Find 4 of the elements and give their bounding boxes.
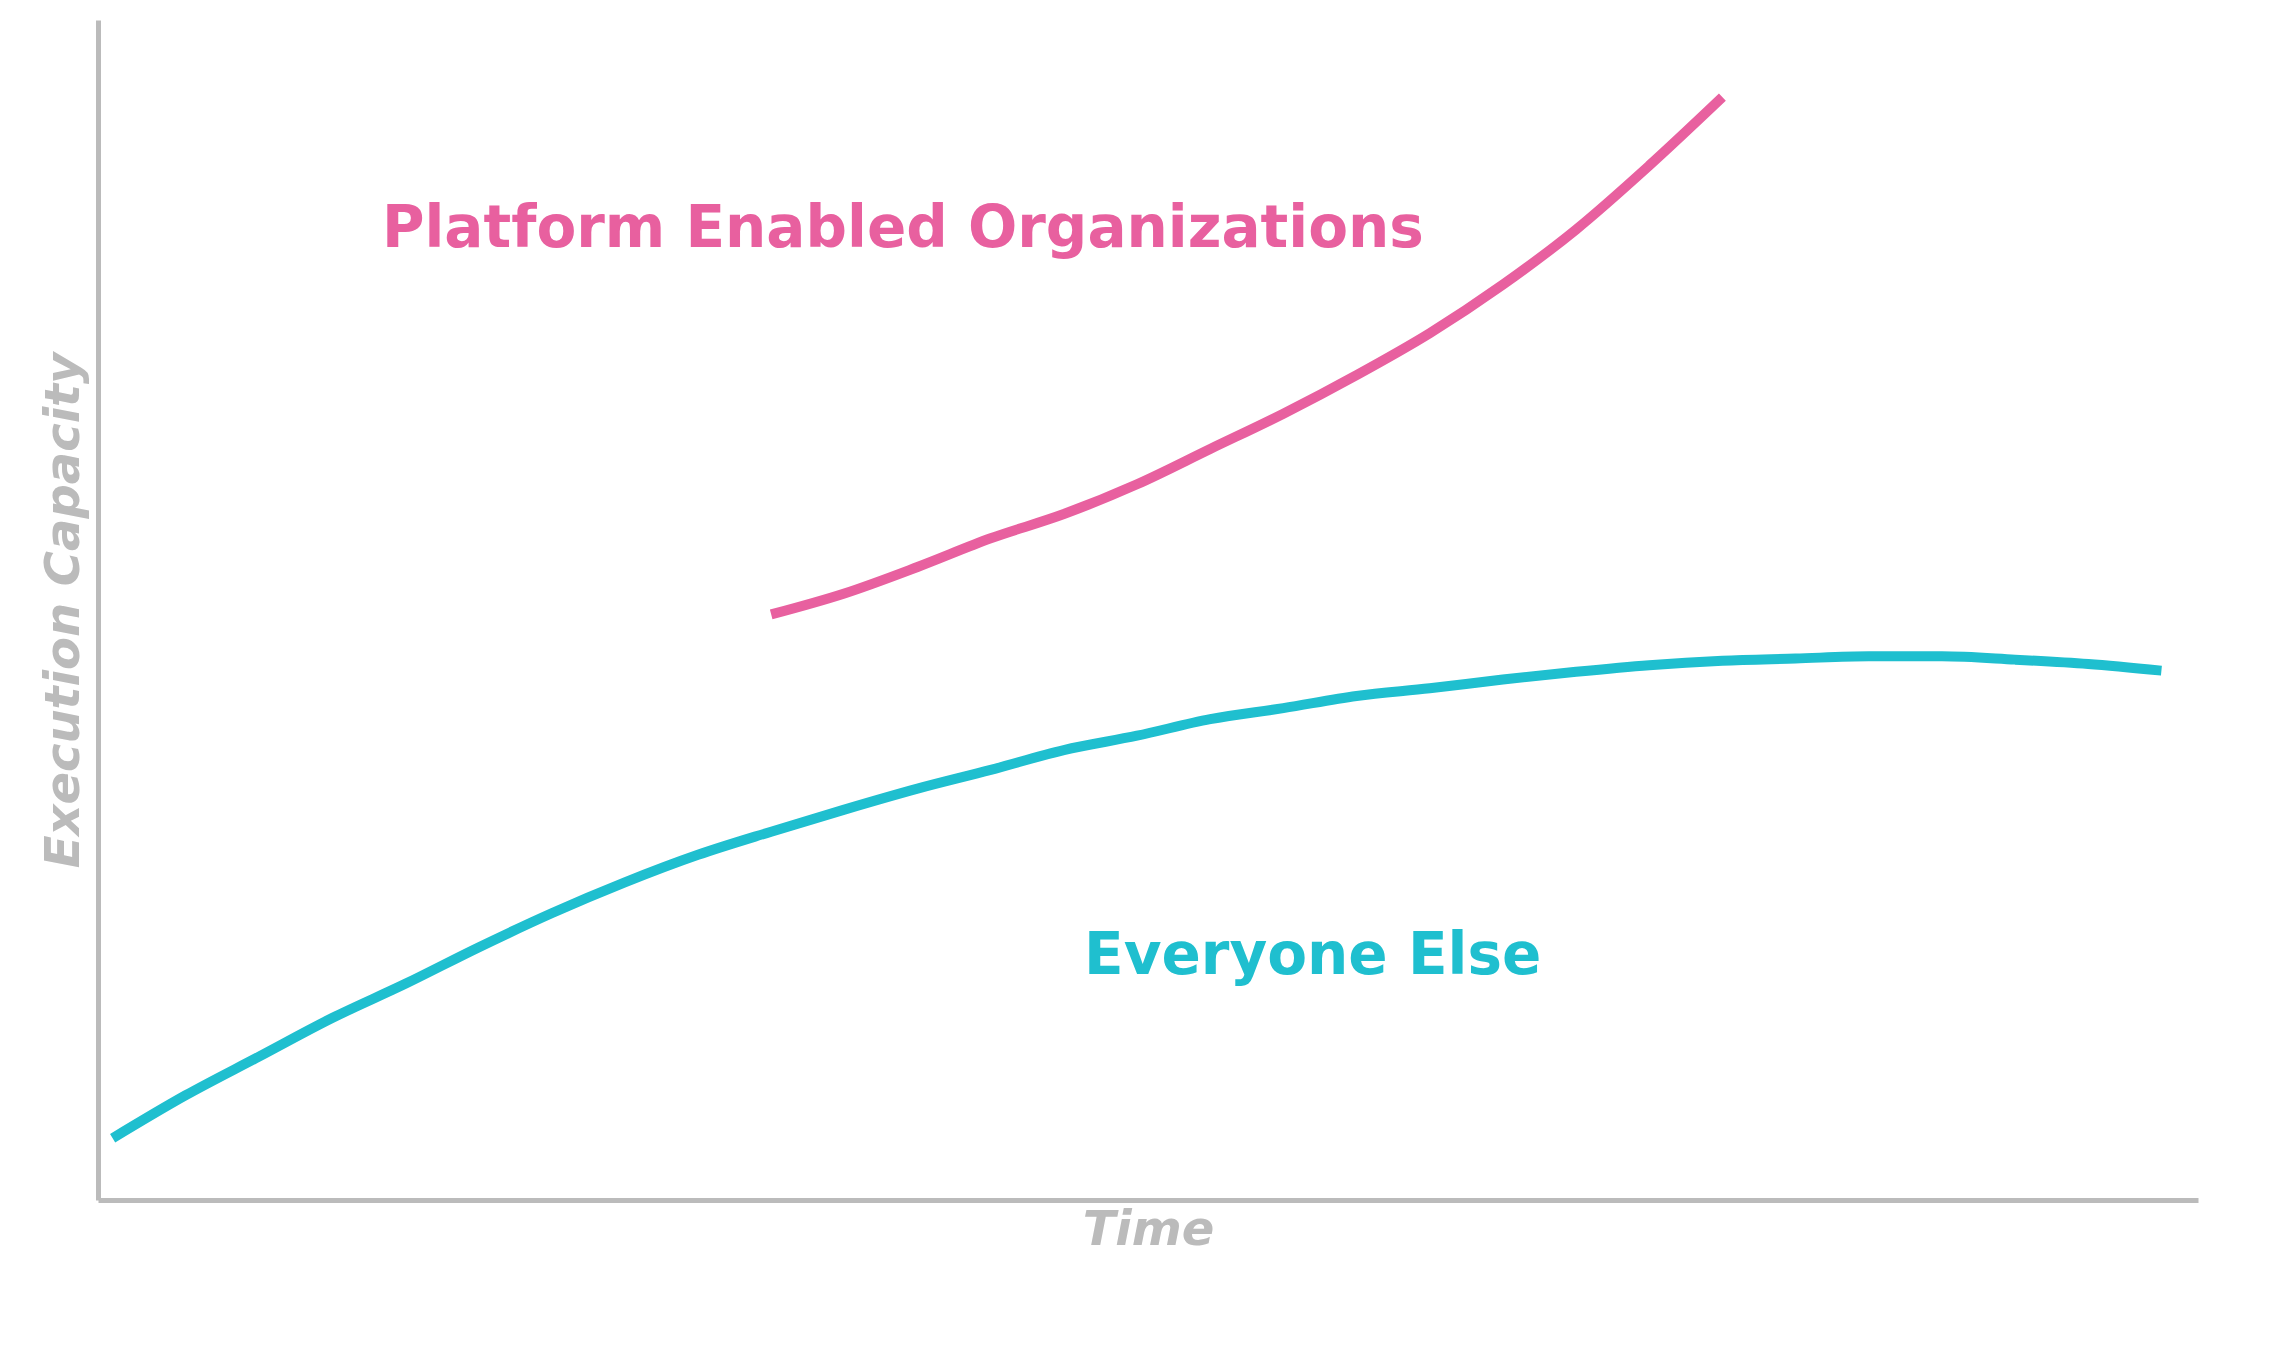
x-axis-title: Time bbox=[1082, 1199, 1215, 1256]
y-axis-title: Execution Capacity bbox=[33, 350, 90, 869]
series-label: Platform Enabled Organizations bbox=[381, 192, 1424, 261]
text: Everyone Else bbox=[1084, 920, 1542, 989]
